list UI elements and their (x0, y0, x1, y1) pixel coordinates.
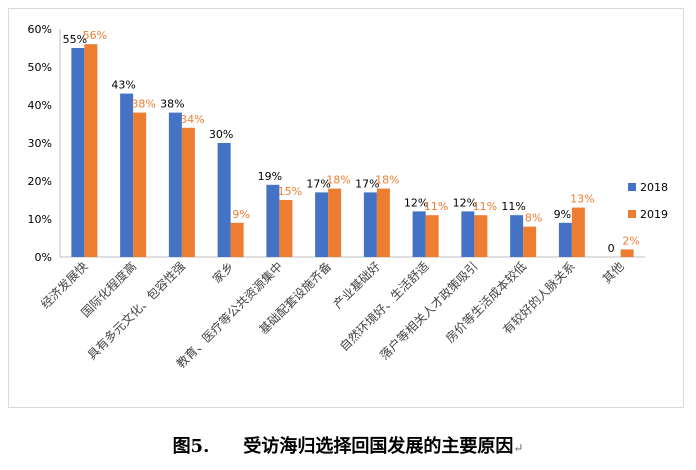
figure-label: 图5. (172, 436, 210, 457)
data-label-2019: 15% (278, 185, 302, 198)
x-tick-label: 落户等相关人才政策吸引 (377, 259, 481, 363)
data-label-2019: 56% (83, 29, 107, 42)
x-tick-label: 家乡 (209, 259, 237, 287)
data-label-2019: 13% (570, 193, 594, 206)
data-label-2018: 12% (453, 196, 477, 209)
legend-label-2019: 2019 (640, 208, 668, 221)
y-tick-label: 40% (28, 99, 52, 112)
y-tick-label: 10% (28, 213, 52, 226)
bar-2019 (620, 249, 634, 257)
bar-2019 (181, 127, 195, 257)
bar-chart: 0%10%20%30%40%50%60%55%56%经济发展快43%38%国际化… (28, 23, 668, 371)
bar-2018 (412, 211, 426, 257)
data-label-2019: 38% (131, 98, 155, 111)
x-tick-label: 具有多元文化、包容性强 (84, 259, 188, 363)
data-label-2018: 17% (306, 177, 330, 190)
x-tick-label: 产业基础好 (331, 259, 383, 311)
bar-2018 (217, 143, 231, 257)
bar-2018 (71, 48, 85, 257)
bar-2018 (315, 192, 329, 257)
data-label-2019: 9% (232, 208, 249, 221)
y-tick-label: 30% (28, 137, 52, 150)
x-tick-label: 其他 (600, 259, 627, 286)
data-label-2018: 9% (554, 208, 571, 221)
bar-2018 (558, 222, 572, 257)
bar-2018 (510, 215, 524, 257)
bar-2018 (168, 112, 182, 257)
bar-2019 (279, 200, 293, 257)
bar-2019 (84, 44, 98, 258)
data-label-2019: 11% (473, 200, 497, 213)
data-label-2018: 19% (258, 170, 282, 183)
bar-2018 (266, 184, 280, 257)
bar-2019 (571, 207, 585, 257)
data-label-2018: 38% (160, 98, 184, 111)
y-tick-label: 20% (28, 175, 52, 188)
data-label-2018: 17% (355, 177, 379, 190)
data-label-2018: 12% (404, 196, 428, 209)
bar-2018 (120, 93, 134, 257)
bar-2019 (230, 222, 244, 257)
data-label-2018: 55% (63, 33, 87, 46)
data-label-2019: 11% (424, 200, 448, 213)
data-label-2018: 0 (608, 242, 615, 255)
data-label-2018: 11% (501, 200, 525, 213)
y-tick-label: 50% (28, 61, 52, 74)
figure-title: 受访海归选择回国发展的主要原因 (243, 436, 514, 457)
data-label-2018: 30% (209, 128, 233, 141)
y-tick-label: 60% (28, 23, 52, 36)
bar-2019 (425, 215, 439, 257)
return-mark: ↵ (513, 441, 524, 455)
bar-2019 (523, 226, 537, 257)
legend-swatch-2019 (628, 210, 636, 218)
bar-2019 (474, 215, 488, 257)
x-tick-label: 房价等生活成本较低 (442, 259, 529, 346)
data-label-2019: 8% (525, 212, 542, 225)
legend-swatch-2018 (628, 183, 636, 191)
data-label-2019: 34% (180, 113, 204, 126)
figure-caption: 图5. 受访海归选择回国发展的主要原因↵ (0, 432, 696, 458)
bar-2019 (376, 188, 390, 257)
data-label-2018: 43% (111, 79, 135, 92)
y-tick-label: 0% (35, 251, 52, 264)
x-tick-label: 经济发展快 (37, 259, 90, 312)
data-label-2019: 2% (622, 234, 639, 247)
bar-2019 (328, 188, 342, 257)
bar-2018 (461, 211, 475, 257)
legend-label-2018: 2018 (640, 181, 668, 194)
data-label-2019: 18% (375, 174, 399, 187)
bar-2018 (363, 192, 377, 257)
data-label-2019: 18% (326, 174, 350, 187)
x-tick-label: 自然环境好、生活舒适 (336, 259, 431, 354)
bar-2019 (133, 112, 147, 257)
